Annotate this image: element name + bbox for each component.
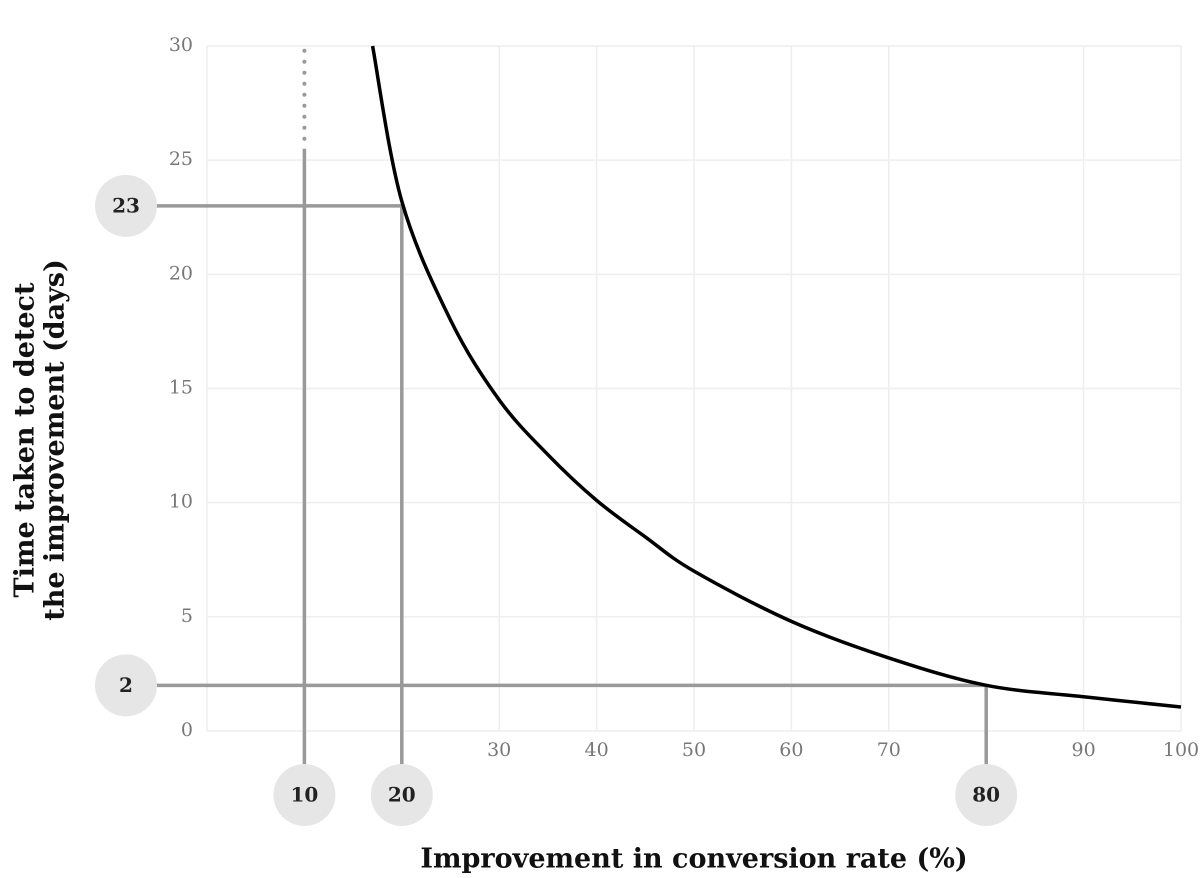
y-tick-label: 15: [169, 377, 193, 399]
x-tick-label: 40: [585, 739, 609, 761]
line-series: [370, 45, 1182, 709]
y-axis-title: Time taken to detect the improvement (da…: [10, 259, 71, 621]
y-badge: [95, 174, 157, 237]
x-tick-label: 100: [1163, 739, 1199, 761]
x-tick-label: 50: [682, 739, 706, 761]
x-axis-title: Improvement in conversion rate (%): [420, 844, 967, 875]
x-badge-label: 10: [290, 783, 318, 807]
y-badge: [95, 654, 157, 717]
y-tick-label: 10: [169, 491, 193, 513]
y-tick-label: 20: [169, 262, 193, 284]
y-tick-label: 30: [169, 34, 193, 56]
x-badge: [955, 764, 1018, 826]
y-badge-label: 23: [112, 193, 140, 217]
x-tick-label: 70: [877, 739, 901, 761]
y-axis-title-line: the improvement (days): [40, 259, 71, 621]
y-badge-label: 2: [119, 673, 133, 697]
y-axis-title-line: Time taken to detect: [10, 282, 41, 597]
y-tick-label: 5: [181, 605, 193, 627]
y-tick-label: 0: [181, 719, 193, 741]
x-badge-label: 20: [388, 783, 416, 807]
y-tick-label: 25: [169, 148, 193, 170]
x-badge: [370, 764, 433, 826]
x-tick-label: 30: [487, 739, 511, 761]
x-tick-label: 60: [779, 739, 803, 761]
x-badge-label: 80: [972, 783, 1000, 807]
x-badge: [273, 764, 336, 826]
x-tick-label: 90: [1072, 739, 1096, 761]
